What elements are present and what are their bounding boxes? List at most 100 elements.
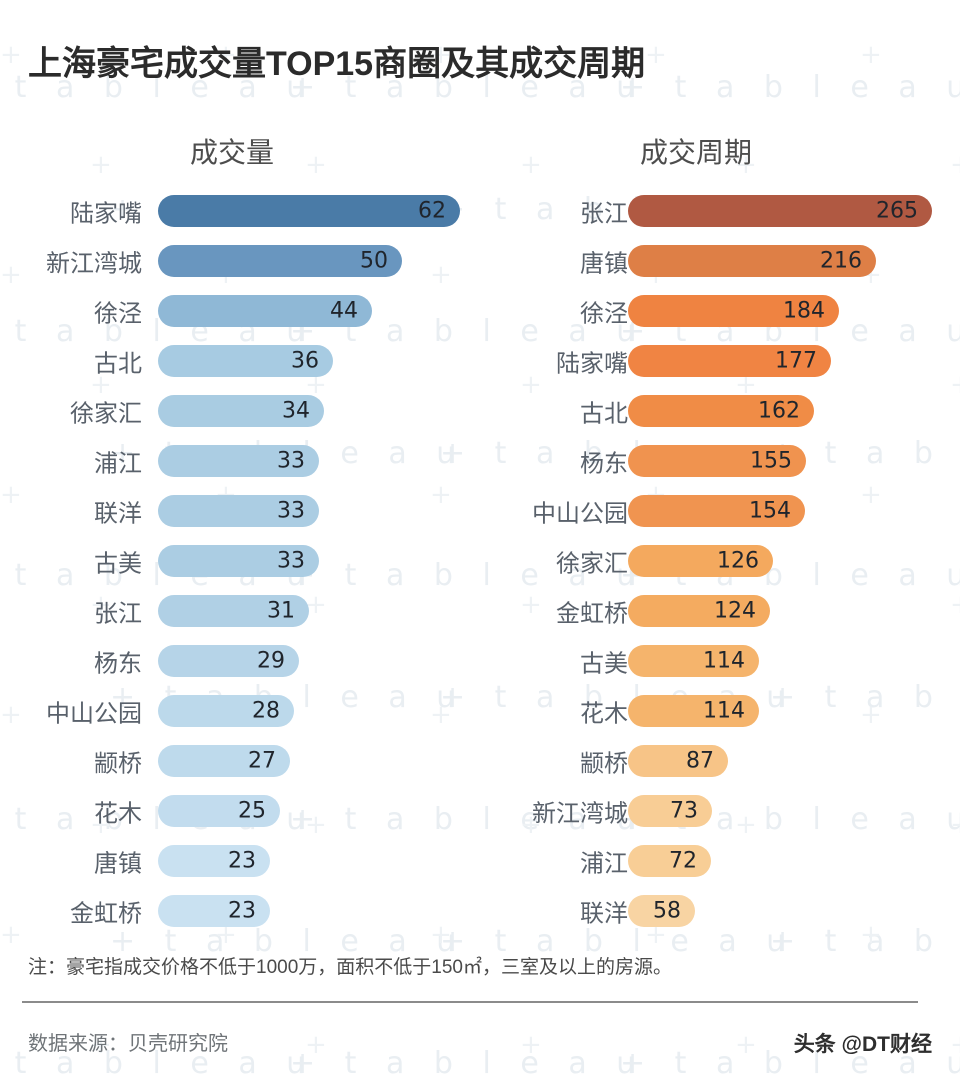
- volume-bar-value: 29: [257, 648, 285, 674]
- volume-category-label: 浦江: [94, 450, 142, 478]
- cycle-category-label: 颛桥: [580, 750, 628, 778]
- volume-category-label: 古美: [94, 550, 142, 578]
- volume-bar-value: 23: [228, 898, 256, 924]
- volume-bar-value: 62: [418, 198, 446, 224]
- bar-track: 31: [158, 595, 309, 627]
- cycle-bar: 87: [628, 745, 728, 777]
- cycle-bar-value: 124: [714, 598, 756, 624]
- volume-bar-value: 25: [238, 798, 266, 824]
- panel-heading-volume: 成交量: [190, 137, 275, 168]
- bar-track: 29: [158, 645, 299, 677]
- bar-row: 唐镇 23: [0, 836, 480, 886]
- bar-track: 58: [628, 895, 695, 927]
- bar-row: 徐泾 184: [470, 286, 960, 336]
- volume-category-label: 中山公园: [46, 700, 142, 728]
- cycle-category-label: 徐家汇: [556, 550, 628, 578]
- bar-row: 颛桥 87: [470, 736, 960, 786]
- volume-bar: 62: [158, 195, 460, 227]
- volume-bar: 36: [158, 345, 333, 377]
- cycle-bar: 114: [628, 695, 759, 727]
- bar-track: 216: [628, 245, 876, 277]
- cycle-bar-value: 154: [749, 498, 791, 524]
- bar-row: 浦江 72: [470, 836, 960, 886]
- cycle-bar: 177: [628, 345, 831, 377]
- cycle-bar-value: 265: [876, 198, 918, 224]
- cycle-category-label: 联洋: [580, 900, 628, 928]
- cycle-category-label: 杨东: [580, 450, 628, 478]
- bar-row: 中山公园 154: [470, 486, 960, 536]
- bar-track: 23: [158, 895, 270, 927]
- cycle-bar-value: 72: [669, 848, 697, 874]
- cycle-category-label: 陆家嘴: [556, 350, 628, 378]
- cycle-bar: 265: [628, 195, 932, 227]
- bar-track: 154: [628, 495, 805, 527]
- bar-row: 花木 25: [0, 786, 480, 836]
- cycle-bar: 155: [628, 445, 806, 477]
- bar-row: 花木 114: [470, 686, 960, 736]
- volume-bar: 44: [158, 295, 372, 327]
- bar-track: 50: [158, 245, 402, 277]
- bar-track: 25: [158, 795, 280, 827]
- bar-track: 62: [158, 195, 460, 227]
- cycle-bar: 58: [628, 895, 695, 927]
- bar-track: 23: [158, 845, 270, 877]
- bar-row: 张江 265: [470, 186, 960, 236]
- bar-track: 126: [628, 545, 773, 577]
- chart-cycle: 张江 265 唐镇 216 徐泾 184 陆家嘴 177 古北 162 杨东 155 中山公园 154 徐家…: [470, 186, 960, 936]
- cycle-category-label: 新江湾城: [532, 800, 628, 828]
- attribution-label: 头条 @DT财经: [793, 1033, 932, 1056]
- bar-track: 155: [628, 445, 806, 477]
- chart-volume: 陆家嘴 62 新江湾城 50 徐泾 44 古北 36 徐家汇 34 浦江 33 联洋 33 古美 33 张江 31…: [0, 186, 480, 936]
- bar-row: 新江湾城 73: [470, 786, 960, 836]
- cycle-bar: 114: [628, 645, 759, 677]
- bar-row: 中山公园 28: [0, 686, 480, 736]
- cycle-bar-value: 126: [717, 548, 759, 574]
- volume-category-label: 古北: [94, 350, 142, 378]
- cycle-bar-value: 87: [686, 748, 714, 774]
- bar-track: 33: [158, 495, 319, 527]
- cycle-bar: 126: [628, 545, 773, 577]
- bar-track: 34: [158, 395, 324, 427]
- volume-category-label: 联洋: [94, 500, 142, 528]
- bar-row: 古北 36: [0, 336, 480, 386]
- bar-track: 28: [158, 695, 294, 727]
- bar-row: 新江湾城 50: [0, 236, 480, 286]
- bar-track: 73: [628, 795, 712, 827]
- volume-bar: 23: [158, 895, 270, 927]
- volume-bar: 33: [158, 495, 319, 527]
- bar-row: 陆家嘴 177: [470, 336, 960, 386]
- cycle-bar: 184: [628, 295, 839, 327]
- cycle-category-label: 徐泾: [580, 300, 628, 328]
- volume-bar-value: 33: [277, 448, 305, 474]
- bar-track: 33: [158, 445, 319, 477]
- volume-bar-value: 23: [228, 848, 256, 874]
- bar-track: 177: [628, 345, 831, 377]
- cycle-bar-value: 184: [783, 298, 825, 324]
- volume-bar-value: 33: [277, 548, 305, 574]
- cycle-bar-value: 73: [670, 798, 698, 824]
- bar-track: 124: [628, 595, 770, 627]
- bar-row: 杨东 155: [470, 436, 960, 486]
- cycle-bar: 72: [628, 845, 711, 877]
- volume-category-label: 张江: [94, 600, 142, 628]
- volume-bar-value: 34: [282, 398, 310, 424]
- volume-bar-value: 27: [248, 748, 276, 774]
- bar-row: 颛桥 27: [0, 736, 480, 786]
- volume-category-label: 金虹桥: [70, 900, 142, 928]
- bar-track: 114: [628, 645, 759, 677]
- cycle-bar: 216: [628, 245, 876, 277]
- volume-category-label: 花木: [94, 800, 142, 828]
- volume-bar: 34: [158, 395, 324, 427]
- volume-category-label: 新江湾城: [46, 250, 142, 278]
- cycle-bar-value: 114: [703, 698, 745, 724]
- volume-bar-value: 33: [277, 498, 305, 524]
- volume-bar: 50: [158, 245, 402, 277]
- bar-track: 184: [628, 295, 839, 327]
- volume-bar-value: 36: [291, 348, 319, 374]
- volume-bar: 28: [158, 695, 294, 727]
- volume-bar: 33: [158, 545, 319, 577]
- cycle-bar-value: 177: [775, 348, 817, 374]
- volume-bar: 25: [158, 795, 280, 827]
- bar-row: 徐泾 44: [0, 286, 480, 336]
- bar-track: 162: [628, 395, 814, 427]
